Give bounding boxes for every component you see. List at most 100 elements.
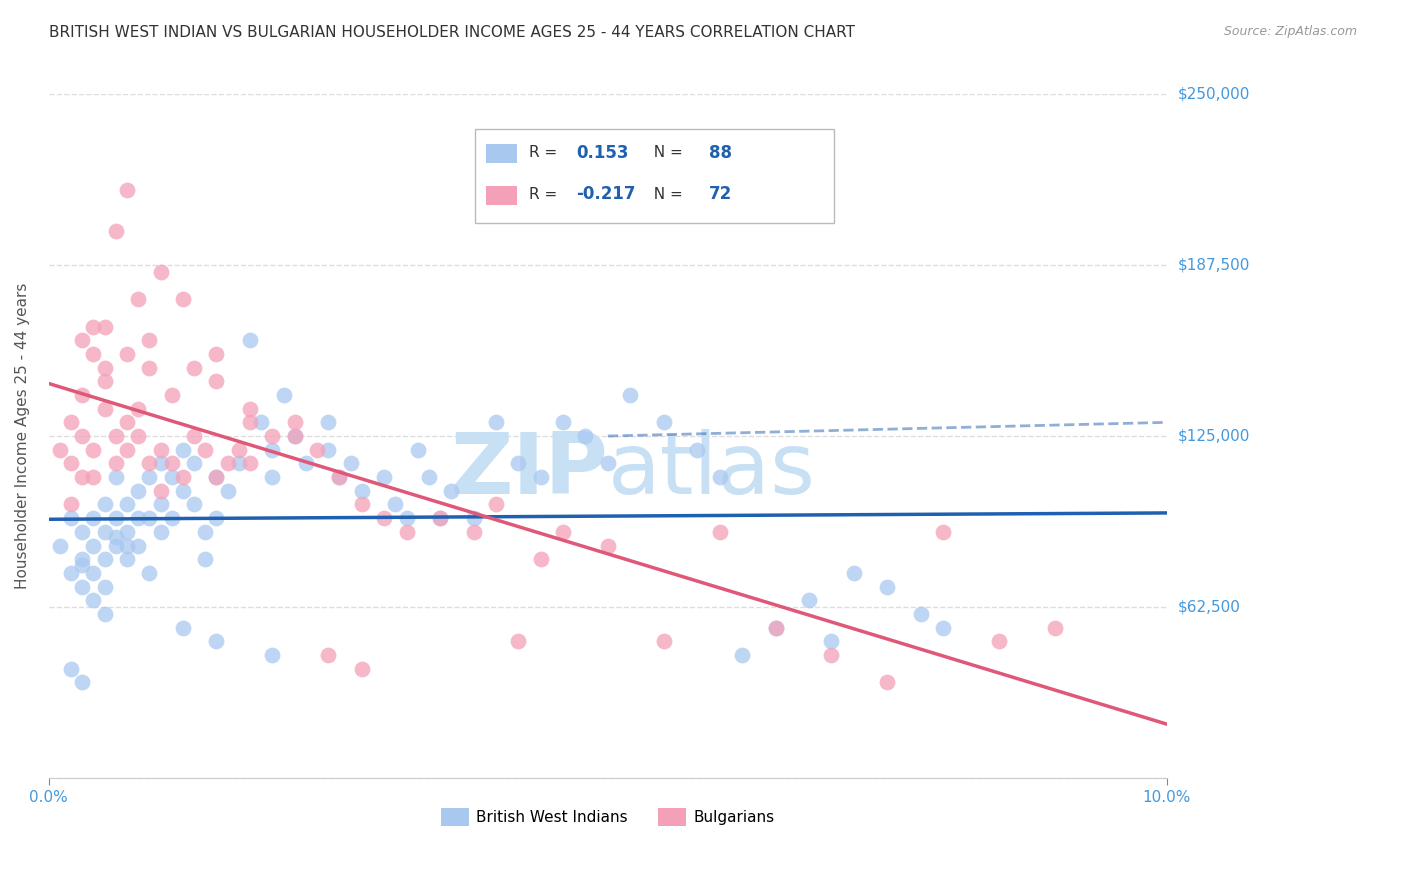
Point [127, 539, 149, 553]
Point [127, 511, 149, 525]
Point [418, 470, 440, 484]
Point [60, 662, 83, 676]
Point [350, 483, 373, 498]
Point [104, 429, 127, 443]
Point [262, 442, 284, 457]
Y-axis label: Householder Income Ages 25 - 44 years: Householder Income Ages 25 - 44 years [15, 283, 30, 590]
Point [205, 374, 228, 388]
Point [239, 457, 262, 471]
Text: $187,500: $187,500 [1178, 258, 1250, 272]
Point [160, 470, 183, 484]
Point [295, 457, 318, 471]
Point [686, 442, 709, 457]
Point [104, 470, 127, 484]
Point [350, 498, 373, 512]
Point [373, 470, 395, 484]
Point [82, 566, 104, 580]
Point [731, 648, 754, 662]
Point [93, 360, 115, 375]
Point [553, 524, 575, 539]
Point [127, 483, 149, 498]
Point [553, 415, 575, 429]
Point [82, 319, 104, 334]
Text: -0.217: -0.217 [576, 186, 636, 203]
Text: R =: R = [529, 145, 562, 160]
Point [93, 374, 115, 388]
Point [339, 457, 361, 471]
Point [652, 634, 675, 648]
Point [149, 483, 172, 498]
Point [172, 621, 194, 635]
Point [239, 415, 262, 429]
Text: 72: 72 [709, 186, 733, 203]
Point [395, 511, 418, 525]
Point [149, 498, 172, 512]
Point [205, 470, 228, 484]
Text: R =: R = [529, 187, 562, 202]
Point [842, 566, 865, 580]
Point [350, 662, 373, 676]
Point [508, 634, 530, 648]
Point [384, 498, 406, 512]
Point [138, 511, 160, 525]
Point [530, 470, 553, 484]
Point [172, 292, 194, 306]
Point [988, 634, 1011, 648]
Point [395, 524, 418, 539]
Point [183, 360, 205, 375]
Text: BRITISH WEST INDIAN VS BULGARIAN HOUSEHOLDER INCOME AGES 25 - 44 YEARS CORRELATI: BRITISH WEST INDIAN VS BULGARIAN HOUSEHO… [49, 25, 855, 40]
Text: $250,000: $250,000 [1178, 87, 1250, 102]
Point [149, 442, 172, 457]
Point [49, 442, 72, 457]
Point [910, 607, 932, 621]
Point [932, 621, 955, 635]
Point [250, 415, 273, 429]
Point [217, 457, 239, 471]
Text: atlas: atlas [607, 429, 815, 512]
Point [149, 524, 172, 539]
Point [1043, 621, 1066, 635]
Point [508, 457, 530, 471]
Point [60, 566, 83, 580]
Point [149, 457, 172, 471]
Point [183, 457, 205, 471]
Point [82, 511, 104, 525]
Point [82, 593, 104, 607]
Point [82, 442, 104, 457]
Point [127, 292, 149, 306]
Text: N =: N = [644, 187, 688, 202]
Point [93, 401, 115, 416]
Point [307, 442, 329, 457]
Point [373, 511, 395, 525]
Point [72, 552, 94, 566]
Point [93, 319, 115, 334]
Point [194, 442, 217, 457]
Point [115, 524, 138, 539]
Point [82, 539, 104, 553]
Point [93, 524, 115, 539]
Point [72, 558, 94, 572]
Point [138, 360, 160, 375]
Point [115, 183, 138, 197]
Point [485, 415, 508, 429]
Point [138, 457, 160, 471]
Point [765, 621, 787, 635]
Point [194, 552, 217, 566]
Point [72, 388, 94, 402]
Point [530, 552, 553, 566]
Point [429, 511, 451, 525]
Point [273, 388, 295, 402]
Point [183, 429, 205, 443]
Point [284, 429, 307, 443]
Point [115, 347, 138, 361]
Point [115, 442, 138, 457]
Legend: British West Indians, Bulgarians: British West Indians, Bulgarians [434, 802, 780, 832]
Point [93, 607, 115, 621]
Point [104, 539, 127, 553]
Point [72, 429, 94, 443]
Point [115, 552, 138, 566]
Point [820, 634, 842, 648]
Point [60, 498, 83, 512]
Text: $62,500: $62,500 [1178, 599, 1241, 615]
Point [183, 498, 205, 512]
